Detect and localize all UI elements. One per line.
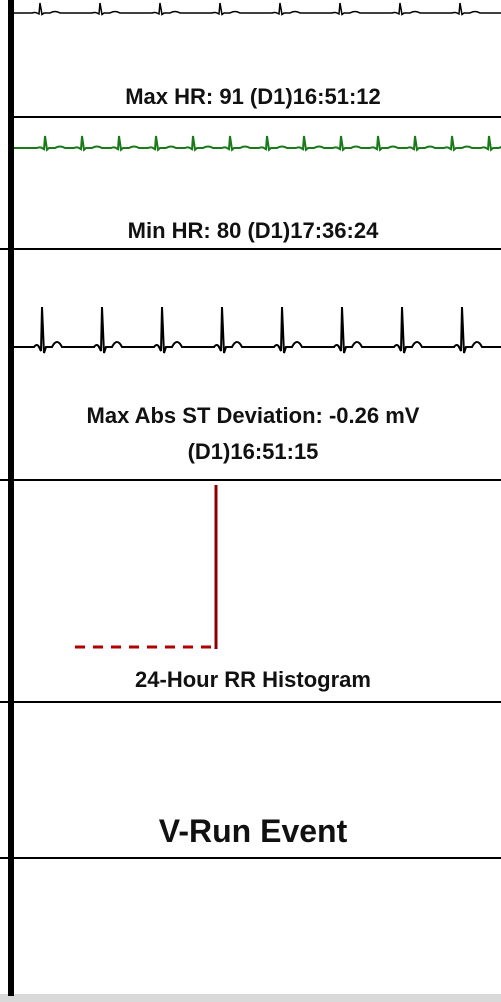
ecg-trace bbox=[14, 135, 501, 152]
ecg-trace bbox=[14, 2, 501, 16]
min-hr-label: Min HR: 80 (D1)17:36:24 bbox=[127, 218, 379, 243]
bottom-strip bbox=[0, 994, 501, 1002]
st-deviation-label: Max Abs ST Deviation: -0.26 mV (D1)16:51… bbox=[86, 403, 420, 464]
left-border bbox=[8, 0, 14, 996]
ecg-trace bbox=[14, 306, 501, 354]
rr-histogram-label: 24-Hour RR Histogram bbox=[135, 667, 371, 692]
max-hr-label: Max HR: 91 (D1)16:51:12 bbox=[125, 84, 381, 109]
v-run-label: V-Run Event bbox=[158, 813, 348, 849]
